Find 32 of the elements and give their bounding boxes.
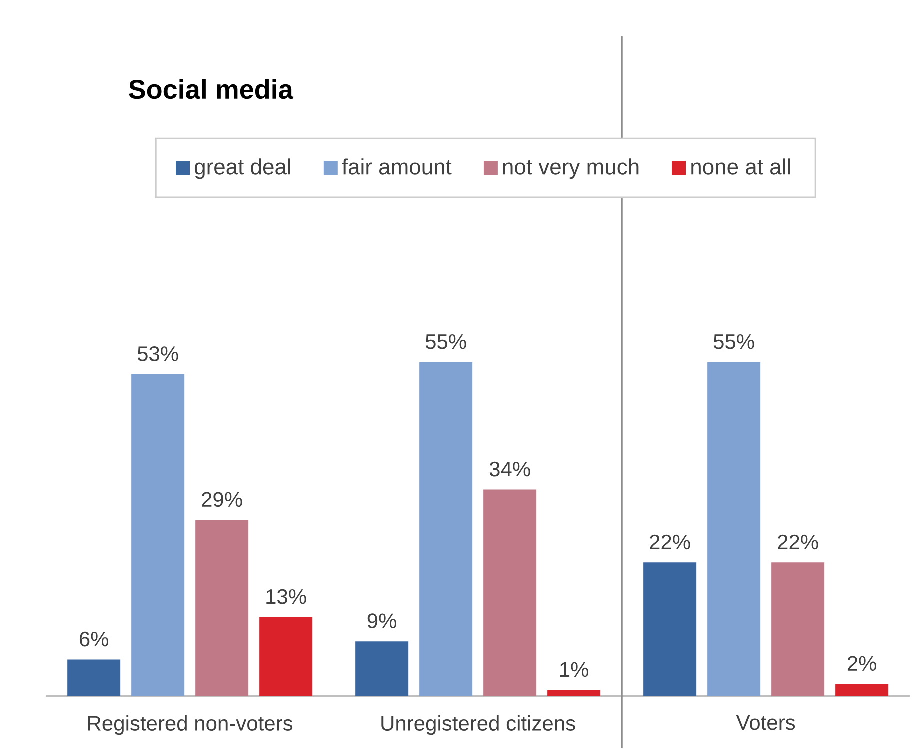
legend-label: not very much bbox=[503, 158, 639, 180]
bar bbox=[196, 520, 249, 696]
legend-label: great deal bbox=[194, 158, 290, 180]
data-label: 9% bbox=[368, 614, 396, 628]
bar bbox=[356, 641, 409, 696]
bar bbox=[484, 490, 537, 696]
legend-label: fair amount bbox=[342, 158, 452, 175]
bar bbox=[260, 617, 313, 696]
data-label: 1% bbox=[560, 662, 588, 677]
bar bbox=[132, 374, 185, 696]
data-label: 55% bbox=[426, 334, 466, 350]
x-tick-label: Registered non-voters bbox=[88, 715, 293, 736]
x-tick-label: Unregistered citizens bbox=[382, 715, 576, 736]
data-label: 22% bbox=[650, 534, 690, 550]
bar bbox=[836, 684, 889, 696]
bar bbox=[644, 562, 697, 696]
data-label: 29% bbox=[202, 492, 242, 508]
bar bbox=[68, 660, 121, 696]
data-label: 6% bbox=[80, 632, 108, 647]
bar bbox=[772, 562, 825, 696]
bar bbox=[420, 362, 473, 696]
bar bbox=[548, 690, 601, 696]
legend-label: none at all bbox=[692, 158, 790, 175]
chart-title: Social media bbox=[129, 79, 294, 100]
bar bbox=[708, 362, 761, 696]
x-tick-label: Voters bbox=[736, 715, 796, 730]
data-label: 22% bbox=[778, 534, 818, 550]
data-label: 2% bbox=[848, 656, 876, 671]
data-label: 55% bbox=[714, 334, 754, 350]
data-label: 53% bbox=[138, 346, 178, 362]
data-label: 13% bbox=[266, 589, 306, 604]
data-label: 34% bbox=[490, 462, 530, 477]
